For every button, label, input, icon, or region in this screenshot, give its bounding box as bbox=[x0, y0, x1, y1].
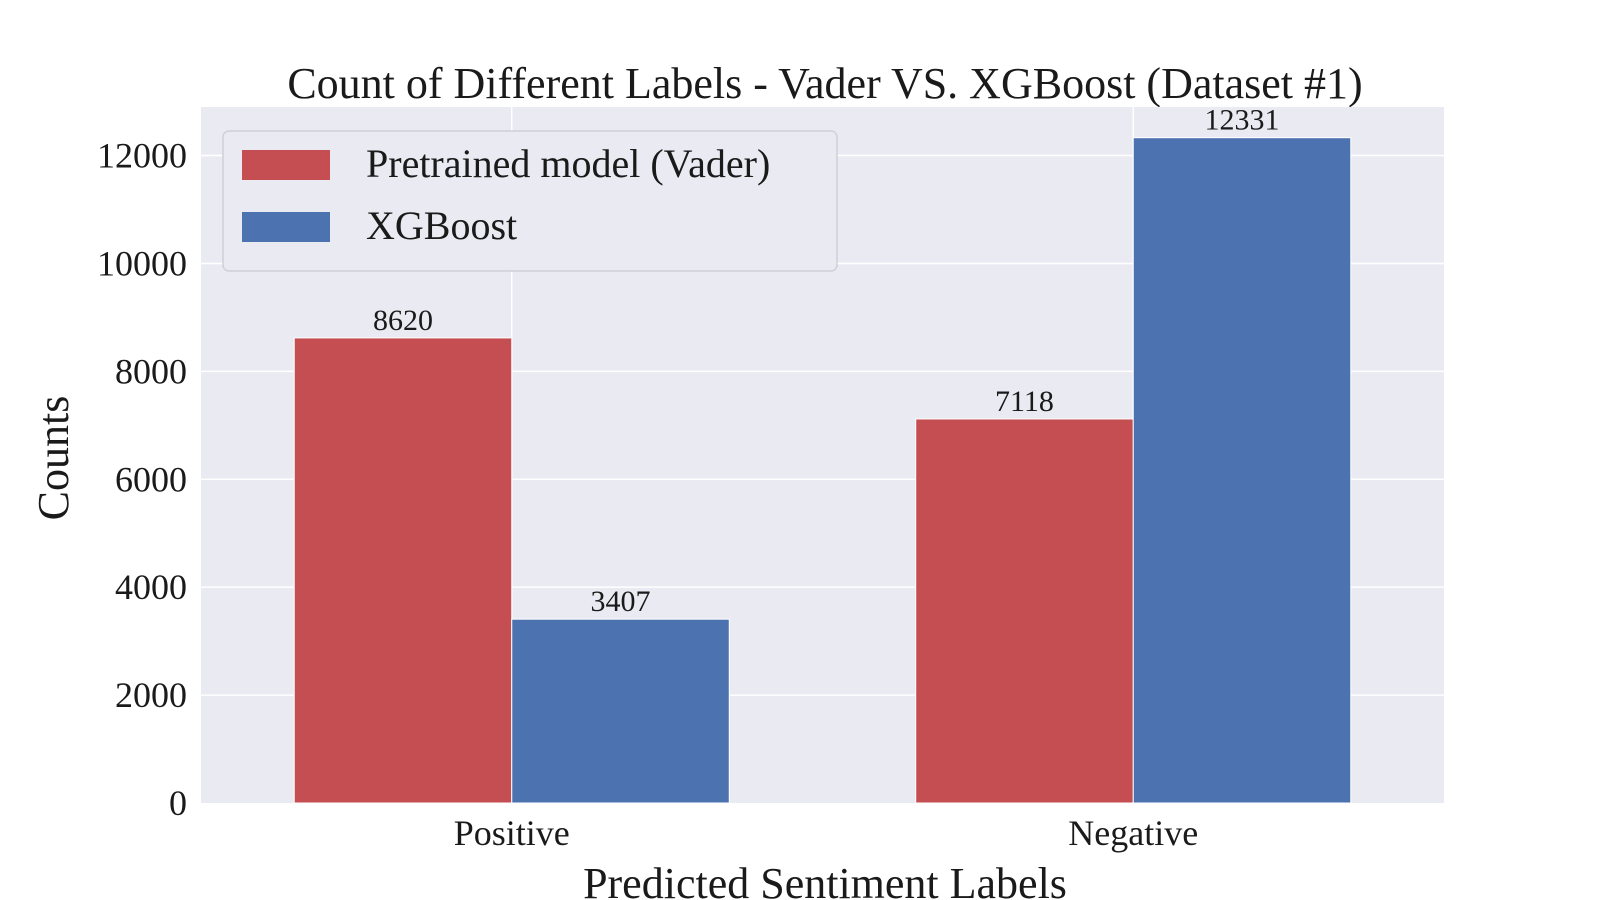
bar-value-labels: 8620 7118 3407 12331 bbox=[373, 104, 1280, 618]
y-tick-label: 4000 bbox=[115, 567, 187, 607]
x-tick-label: Positive bbox=[454, 813, 570, 853]
legend-swatch bbox=[242, 150, 330, 180]
y-tick-label: 8000 bbox=[115, 351, 187, 391]
y-axis-label: Counts bbox=[29, 396, 78, 521]
bar-value-label: 8620 bbox=[373, 304, 433, 337]
legend-label: Pretrained model (Vader) bbox=[366, 141, 770, 186]
bar-value-label: 7118 bbox=[995, 385, 1054, 418]
chart-title: Count of Different Labels - Vader VS. XG… bbox=[287, 59, 1362, 108]
y-tick-label: 6000 bbox=[115, 459, 187, 499]
y-tick-label: 12000 bbox=[97, 136, 187, 176]
x-axis-label: Predicted Sentiment Labels bbox=[583, 859, 1067, 900]
legend: Pretrained model (Vader) XGBoost bbox=[222, 130, 838, 272]
legend-frame bbox=[222, 130, 838, 272]
bar-positive-xgboost bbox=[511, 618, 730, 804]
bar-positive-vader bbox=[293, 337, 513, 804]
x-tick-label: Negative bbox=[1068, 813, 1198, 853]
y-tick-label: 0 bbox=[169, 783, 187, 823]
bars bbox=[293, 137, 1352, 804]
legend-swatch bbox=[242, 212, 330, 242]
y-tick-label: 2000 bbox=[115, 675, 187, 715]
legend-items: Pretrained model (Vader) XGBoost bbox=[242, 141, 770, 248]
bar-negative-vader bbox=[915, 418, 1134, 804]
bar-value-label: 12331 bbox=[1205, 104, 1280, 137]
y-tick-label: 10000 bbox=[97, 243, 187, 283]
legend-label: XGBoost bbox=[366, 203, 517, 248]
y-axis-ticks: 0 2000 4000 6000 8000 10000 12000 bbox=[97, 136, 187, 823]
bar-value-label: 3407 bbox=[591, 585, 651, 618]
bar-negative-xgboost bbox=[1132, 137, 1352, 804]
x-axis-ticks: Positive Negative bbox=[454, 813, 1198, 853]
